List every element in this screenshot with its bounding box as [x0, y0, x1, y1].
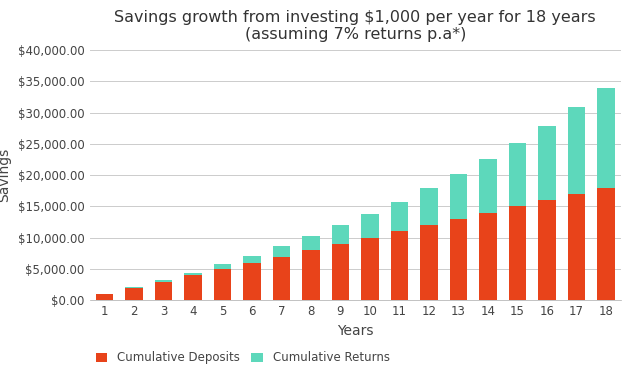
Bar: [302, 250, 320, 300]
Bar: [420, 225, 438, 300]
Bar: [332, 244, 349, 300]
Bar: [95, 294, 113, 300]
Legend: Cumulative Deposits, Cumulative Returns: Cumulative Deposits, Cumulative Returns: [95, 352, 390, 365]
Bar: [361, 238, 379, 300]
Bar: [214, 269, 231, 300]
Bar: [243, 263, 260, 300]
X-axis label: Years: Years: [337, 324, 374, 338]
Bar: [538, 200, 556, 300]
Bar: [184, 273, 202, 275]
Bar: [420, 188, 438, 225]
Bar: [509, 206, 526, 300]
Bar: [125, 288, 143, 300]
Y-axis label: Savings: Savings: [0, 148, 11, 202]
Bar: [479, 159, 497, 213]
Bar: [243, 256, 260, 263]
Bar: [125, 287, 143, 288]
Bar: [361, 214, 379, 238]
Bar: [154, 281, 172, 300]
Bar: [302, 236, 320, 250]
Bar: [568, 194, 586, 300]
Bar: [479, 213, 497, 300]
Bar: [214, 264, 231, 269]
Bar: [390, 202, 408, 231]
Bar: [184, 275, 202, 300]
Bar: [509, 143, 526, 206]
Bar: [450, 174, 467, 219]
Bar: [450, 219, 467, 300]
Bar: [538, 126, 556, 200]
Bar: [597, 188, 615, 300]
Bar: [273, 246, 291, 256]
Bar: [332, 225, 349, 244]
Bar: [273, 256, 291, 300]
Bar: [568, 107, 586, 194]
Bar: [597, 88, 615, 188]
Title: Savings growth from investing $1,000 per year for 18 years
(assuming 7% returns : Savings growth from investing $1,000 per…: [115, 10, 596, 42]
Bar: [154, 280, 172, 281]
Bar: [390, 231, 408, 300]
